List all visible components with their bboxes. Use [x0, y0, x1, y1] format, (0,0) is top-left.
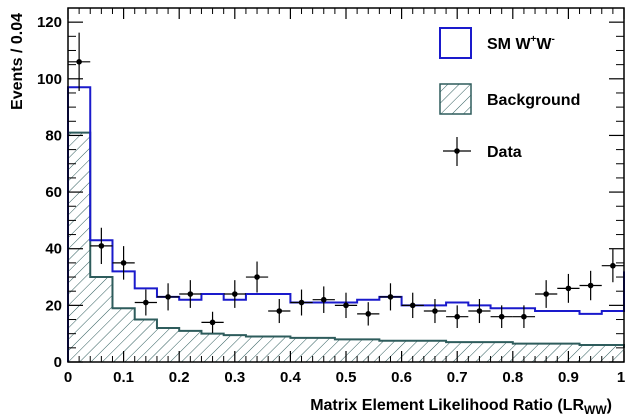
x-axis-title-close: ) — [607, 397, 612, 414]
data-point — [68, 33, 90, 91]
x-tick-label: 0.8 — [502, 369, 523, 386]
data-point-marker — [521, 314, 527, 320]
x-tick-label: 0.3 — [224, 369, 245, 386]
data-point-marker — [299, 300, 305, 306]
data-point — [224, 280, 246, 308]
x-axis-title: Matrix Element Likelihood Ratio (LRWW) — [310, 397, 612, 417]
legend-sm-main: SM W — [487, 36, 531, 53]
data-point — [446, 305, 468, 328]
x-tick-label: 0 — [64, 369, 72, 386]
x-axis-title-subscript: WW — [584, 403, 607, 417]
data-point-marker — [610, 263, 616, 269]
y-tick-label: 100 — [37, 71, 62, 88]
data-point — [90, 228, 112, 264]
x-tick-label: 0.5 — [336, 369, 357, 386]
plot-area — [68, 8, 624, 362]
data-point — [379, 283, 401, 310]
y-tick-label: 0 — [54, 354, 62, 371]
data-point-marker — [99, 243, 105, 249]
data-point-marker — [543, 291, 549, 297]
x-tick-label: 0.9 — [558, 369, 579, 386]
data-point — [557, 274, 579, 303]
data-point — [157, 283, 179, 310]
data-point — [290, 290, 312, 316]
background-histogram-fill — [68, 133, 624, 362]
data-point-marker — [499, 314, 505, 320]
data-point — [179, 280, 201, 308]
legend-label-data: Data — [487, 144, 522, 161]
x-axis-title-main: Matrix Element Likelihood Ratio (LR — [310, 397, 584, 414]
data-point-marker — [477, 308, 483, 314]
legend: SM W+W- Background Data — [440, 28, 580, 166]
data-point — [268, 299, 290, 323]
x-tick-label: 0.4 — [280, 369, 302, 386]
data-point — [535, 280, 557, 308]
data-point — [357, 302, 379, 325]
data-point — [201, 312, 223, 333]
x-tick-label: 0.2 — [169, 369, 190, 386]
data-point — [335, 293, 357, 318]
y-tick-label: 40 — [45, 241, 62, 258]
data-point — [246, 262, 268, 293]
legend-marker-data — [443, 137, 471, 166]
x-tick-label: 1 — [617, 369, 625, 386]
legend-sm-mid: W — [536, 36, 552, 53]
data-point-marker — [188, 291, 194, 297]
legend-sm-sup2: - — [552, 34, 555, 45]
legend-label-background: Background — [487, 92, 580, 109]
data-point — [135, 290, 157, 316]
legend-swatch-background — [440, 84, 471, 114]
x-tick-label: 0.6 — [391, 369, 412, 386]
data-point — [580, 271, 602, 300]
data-point-marker — [321, 297, 327, 303]
data-point-marker — [588, 283, 594, 289]
y-tick-label: 80 — [45, 127, 62, 144]
y-tick-label: 20 — [45, 297, 62, 314]
data-point-marker — [254, 274, 260, 280]
y-tick-label: 120 — [37, 14, 62, 31]
data-point — [468, 299, 490, 323]
data-point-marker — [143, 300, 149, 306]
data-point-marker — [76, 59, 82, 65]
data-point — [424, 299, 446, 323]
data-point-marker — [210, 320, 216, 326]
data-point-marker — [410, 303, 416, 309]
data-point — [112, 246, 134, 280]
legend-swatch-sm-ww — [440, 28, 471, 58]
data-point-marker — [365, 311, 371, 317]
x-tick-label: 0.1 — [113, 369, 134, 386]
x-tick-label: 0.7 — [447, 369, 468, 386]
data-point-marker — [343, 303, 349, 309]
data-point-marker — [388, 294, 394, 300]
data-point-marker — [566, 286, 572, 292]
data-point-marker — [232, 291, 238, 297]
data-point-marker — [276, 308, 282, 314]
data-point — [402, 293, 424, 318]
data-point — [313, 286, 335, 313]
legend-label-sm-ww: SM W+W- — [487, 34, 555, 53]
data-point-marker — [454, 314, 460, 320]
data-point-marker — [121, 260, 127, 266]
y-axis-title: Events / 0.04 — [9, 13, 26, 110]
y-tick-label: 60 — [45, 184, 62, 201]
data-point-marker — [165, 294, 171, 300]
data-point-marker — [432, 308, 438, 314]
